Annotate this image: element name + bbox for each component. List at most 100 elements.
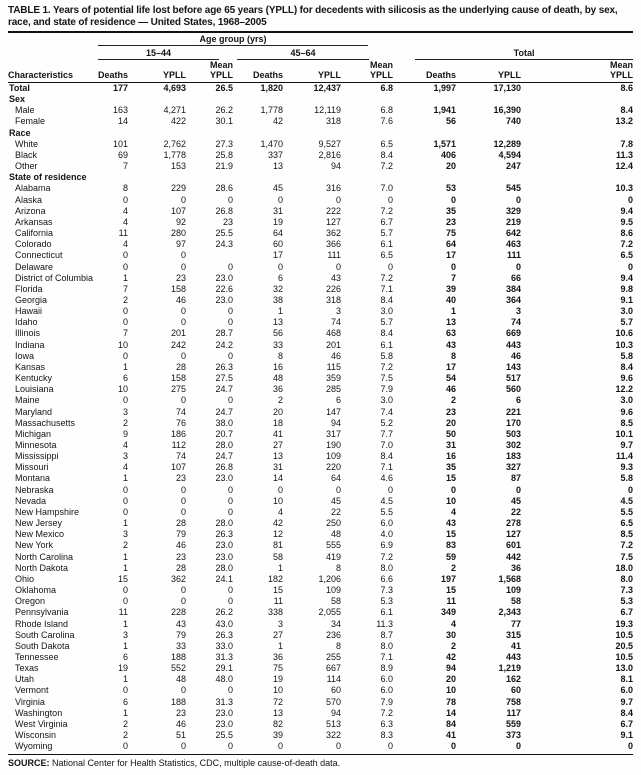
- cell: 188: [170, 696, 186, 707]
- cell: 69: [117, 149, 128, 160]
- cell: 3: [122, 406, 128, 417]
- cell: 9,527: [318, 138, 341, 149]
- table-row: Missouri 4 107 26.8 31 220 7.1 35 327 9.3: [8, 462, 633, 473]
- row-label: New Hampshire: [15, 506, 80, 517]
- cell: 56: [272, 328, 283, 339]
- cell: 0: [122, 250, 128, 261]
- cell: 5.5: [620, 506, 634, 517]
- cell: 23: [446, 406, 457, 417]
- cell: 1,997: [433, 83, 457, 93]
- cell: 79: [175, 629, 186, 640]
- cell: 1,778: [163, 149, 186, 160]
- cell: 107: [170, 205, 186, 216]
- row-label: Utah: [15, 674, 35, 685]
- cell: 20: [446, 161, 457, 172]
- table-row: South Dakota 1 33 33.0 1 8 8.0 2 41 20.5: [8, 641, 633, 652]
- row-label: Iowa: [15, 350, 35, 361]
- row-label: District of Columbia: [15, 272, 94, 283]
- cell: 9.1: [620, 294, 634, 305]
- cell: 220: [325, 462, 341, 473]
- cell: 26.3: [215, 629, 233, 640]
- header-spacer: [8, 46, 98, 60]
- row-label: Colorado: [15, 239, 52, 250]
- cell: 317: [325, 428, 341, 439]
- cell: 31: [446, 440, 457, 450]
- cell: 79: [175, 529, 186, 540]
- cell: 31.3: [215, 651, 233, 662]
- cell: 10.5: [615, 651, 634, 662]
- table-header: Age group (yrs) 15–44 45–64 Total Charac…: [8, 33, 634, 83]
- cell: 28.0: [215, 440, 233, 450]
- cell: 14: [446, 707, 457, 718]
- cell: 7.2: [380, 272, 394, 283]
- cell: 94: [330, 417, 341, 428]
- cell: 7.9: [380, 384, 394, 395]
- cell: 9.7: [620, 696, 634, 707]
- table-row: Montana 1 23 23.0 14 64 4.6 15 87 5.8: [8, 473, 633, 484]
- cell: 0: [628, 741, 634, 752]
- cell: 318: [325, 116, 341, 127]
- cell: 6.1: [380, 339, 394, 350]
- cell: 28.0: [215, 518, 233, 529]
- cell: 8.0: [620, 573, 634, 584]
- cell: 11: [118, 228, 128, 239]
- cell: 11.4: [616, 451, 634, 462]
- row-label: New York: [15, 540, 54, 551]
- cell: 2: [122, 718, 128, 729]
- cell: 0: [180, 495, 186, 506]
- cell: 13.2: [615, 116, 634, 127]
- ypll-table: Age group (yrs) 15–44 45–64 Total Charac…: [8, 33, 634, 752]
- cell: 15: [446, 585, 457, 596]
- cell: 41: [272, 428, 283, 439]
- cell: 23.0: [215, 540, 233, 551]
- cell: 30: [446, 629, 457, 640]
- cell: 226: [325, 283, 341, 294]
- table-row: Rhode Island 1 43 43.0 3 34 11.3 4 77 19.3: [8, 619, 633, 630]
- cell: 45: [330, 495, 341, 506]
- cell: 559: [506, 718, 522, 729]
- cell: 3: [335, 306, 341, 317]
- cell: 0: [122, 596, 128, 607]
- cell: 13: [272, 317, 283, 328]
- cell: 188: [170, 651, 186, 662]
- table-title: TABLE 1. Years of potential life lost be…: [8, 5, 633, 33]
- cell: 0: [227, 495, 233, 506]
- cell: 33: [272, 339, 283, 350]
- table-row: North Dakota 1 28 28.0 1 8 8.0 2 36 18.0: [8, 563, 633, 574]
- cell: 31: [272, 205, 283, 216]
- cell: 0: [180, 350, 186, 361]
- cell: 43: [446, 518, 457, 529]
- cell: 19: [272, 674, 283, 685]
- cell: 43.0: [215, 618, 233, 629]
- cell: 0: [227, 585, 233, 596]
- cell: 250: [325, 518, 341, 529]
- cell: 109: [325, 585, 341, 596]
- row-label: White: [15, 138, 39, 149]
- cell: 1: [122, 562, 128, 573]
- table-row: West Virginia 2 46 23.0 82 513 6.3 84 559 6.7: [8, 719, 633, 730]
- table-row: Utah 1 48 48.0 19 114 6.0 20 162 8.1: [8, 674, 633, 685]
- row-label: South Carolina: [15, 629, 75, 640]
- cell: 3: [277, 618, 283, 629]
- cell: 0: [227, 317, 233, 328]
- column-deaths-15-44: Deaths: [98, 70, 129, 80]
- cell: 11: [446, 596, 457, 607]
- cell: 7.0: [380, 440, 394, 450]
- cell: 24.7: [215, 384, 233, 395]
- cell: 20.7: [215, 428, 233, 439]
- row-label: Indiana: [15, 339, 45, 350]
- cell: 36: [511, 562, 522, 573]
- row-label: Montana: [15, 473, 51, 484]
- cell: 0: [122, 484, 128, 495]
- table-row: Iowa 0 0 0 8 46 5.8 8 46 5.8: [8, 351, 633, 362]
- cell: 77: [511, 618, 522, 629]
- cell: 560: [506, 384, 522, 395]
- table-row: Total 177 4,693 26.5 1,820 12,437 6.8 1,997 17,1…: [8, 83, 633, 95]
- row-label: Sex: [9, 94, 26, 105]
- cell: 4: [122, 239, 128, 250]
- column-ypll-total: YPLL: [498, 70, 522, 80]
- cell: 443: [506, 339, 522, 350]
- cell: 35: [446, 205, 457, 216]
- cell: 158: [170, 373, 186, 384]
- cell: 20: [446, 417, 457, 428]
